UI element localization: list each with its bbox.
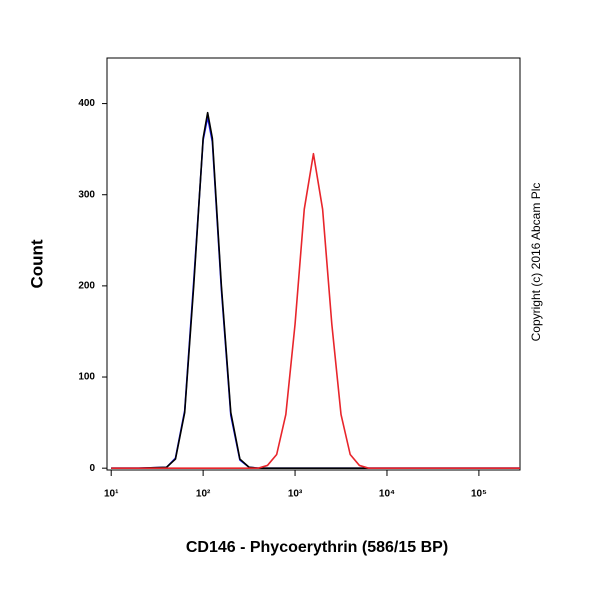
y-tick-label: 400 [78, 98, 95, 109]
histogram-line [111, 152, 520, 469]
x-tick-label: 10² [196, 489, 211, 500]
x-tick-label: 10⁵ [471, 489, 487, 500]
y-tick-label: 200 [78, 281, 95, 292]
x-axis-title: CD146 - Phycoerythrin (586/15 BP) [186, 539, 448, 556]
copyright-note: Copyright (c) 2016 Abcam Plc [529, 183, 543, 342]
x-tick-label: 10⁴ [379, 489, 395, 500]
y-tick-label: 300 [78, 189, 95, 200]
y-tick-label: 0 [89, 463, 95, 474]
plot-frame [106, 57, 521, 471]
y-axis-title: Count [27, 239, 46, 288]
x-tick-label: 10¹ [104, 489, 119, 500]
y-tick-label: 100 [78, 372, 95, 383]
x-tick-label: 10³ [288, 489, 303, 500]
